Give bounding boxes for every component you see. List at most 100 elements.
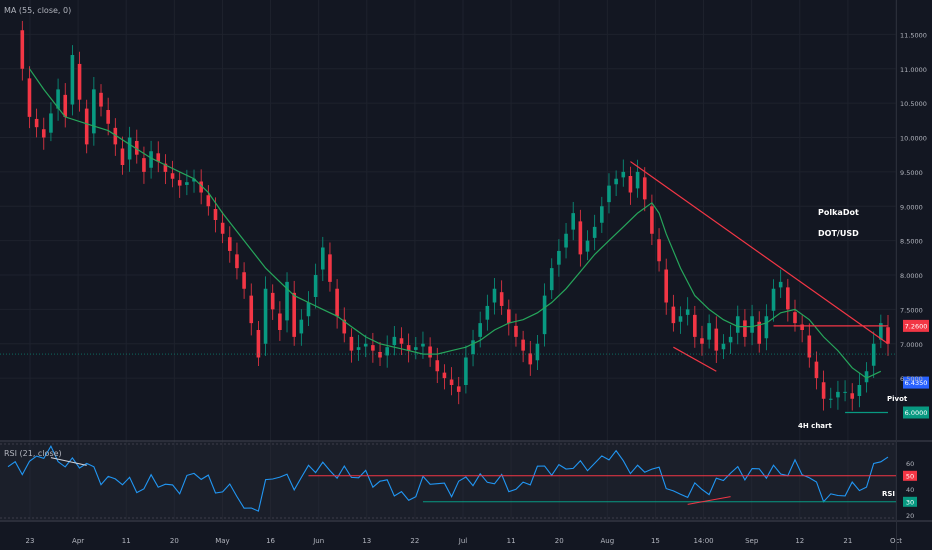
candle-body	[886, 327, 890, 344]
candle-body	[49, 113, 53, 133]
candle-body	[371, 345, 375, 351]
pivot-label: Pivot	[887, 395, 908, 403]
candle-body	[41, 129, 46, 138]
time-tick-label: 23	[26, 537, 35, 545]
candle-body	[549, 268, 554, 291]
candle-body	[63, 94, 68, 117]
candle-body	[199, 181, 203, 193]
candle-body	[871, 343, 876, 366]
candle-body	[70, 55, 75, 105]
time-tick-label: Sep	[745, 537, 759, 545]
price-tick-label: 8.0000	[900, 272, 923, 280]
candle-body	[828, 398, 833, 400]
candle-body	[349, 336, 354, 351]
candle-body	[642, 177, 647, 200]
candle-body	[292, 292, 296, 337]
rsi-tick-label: 60	[906, 460, 914, 468]
candle-body	[263, 288, 268, 344]
time-tick-label: 14:00	[693, 537, 713, 545]
pair-symbol: DOT/USD	[818, 229, 859, 238]
candle-body	[485, 305, 490, 320]
candle-body	[879, 323, 883, 340]
candle-body	[77, 63, 82, 100]
candle-body	[442, 372, 447, 379]
rsi-line	[7, 445, 889, 512]
rsi-trendline	[50, 457, 87, 466]
candle-body	[542, 295, 547, 335]
candle-body	[585, 240, 590, 252]
rsi-annotation: RSI	[882, 490, 895, 498]
candle-body	[456, 386, 461, 392]
candle-body	[464, 357, 468, 385]
candle-body	[571, 213, 576, 230]
candle-body	[714, 328, 719, 351]
candle-body	[406, 345, 411, 351]
candle-body	[428, 346, 432, 358]
candle-body	[363, 343, 368, 347]
candle-body	[170, 173, 175, 179]
time-tick-label: Jul	[458, 537, 468, 545]
candle-body	[342, 319, 347, 334]
candle-body	[857, 385, 862, 396]
price-tick-label: 7.0000	[900, 341, 923, 349]
candle-body	[185, 182, 189, 185]
candle-body	[743, 320, 747, 337]
time-tick-label: Apr	[72, 537, 84, 545]
time-tick-label: Jun	[312, 537, 324, 545]
rsi-tick-label: 40	[906, 486, 914, 494]
candle-body	[34, 118, 39, 128]
candle-body	[778, 281, 783, 288]
time-tick-label: May	[215, 537, 229, 545]
timeframe-label: 4H chart	[798, 422, 832, 430]
rsi-level-tag	[903, 496, 917, 507]
price-level-tag	[903, 406, 929, 419]
candle-body	[320, 247, 325, 270]
rsi-indicator-label: RSI (21, close)	[4, 449, 62, 458]
candle-body	[721, 343, 726, 350]
candle-body	[84, 108, 89, 145]
candle-body	[306, 302, 311, 317]
candle-body	[471, 340, 475, 355]
candle-body	[313, 275, 318, 297]
candle-body	[492, 288, 497, 303]
candle-body	[328, 254, 332, 282]
candle-body	[635, 171, 640, 189]
candle-body	[478, 323, 482, 337]
time-tick-label: Aug	[600, 537, 614, 545]
time-tick-label: 11	[122, 537, 131, 545]
price-tick-label: 6.5000	[900, 375, 923, 383]
price-level-label: 6.0000	[905, 409, 928, 417]
candle-body	[607, 185, 611, 203]
candle-body	[177, 180, 182, 186]
time-tick-label: 13	[362, 537, 371, 545]
time-tick-label: 20	[555, 537, 564, 545]
candle-body	[134, 140, 139, 155]
candle-body	[113, 127, 118, 145]
candle-body	[664, 269, 669, 303]
candle-body	[807, 335, 812, 358]
time-tick-label: 20	[170, 537, 179, 545]
candle-body	[771, 288, 776, 311]
candle-body	[592, 226, 597, 238]
time-tick-label: 12	[795, 537, 804, 545]
candle-body	[521, 339, 525, 351]
price-level-label: 6.4350	[905, 379, 928, 387]
candle-body	[142, 158, 146, 172]
candle-body	[399, 338, 404, 344]
candle-body	[528, 353, 533, 365]
candle-body	[242, 272, 246, 289]
candle-body	[206, 195, 211, 207]
candle-body	[20, 30, 25, 69]
candle-body	[671, 306, 676, 324]
price-tick-label: 10.5000	[900, 100, 927, 108]
trendline	[630, 161, 889, 345]
candle-body	[435, 360, 440, 372]
time-tick-label: 11	[507, 537, 516, 545]
price-level-tag	[903, 376, 929, 389]
candle-body	[850, 393, 855, 399]
candle-body	[657, 239, 661, 262]
candle-body	[814, 361, 819, 379]
candle-body	[299, 319, 304, 334]
trendline	[673, 346, 717, 372]
